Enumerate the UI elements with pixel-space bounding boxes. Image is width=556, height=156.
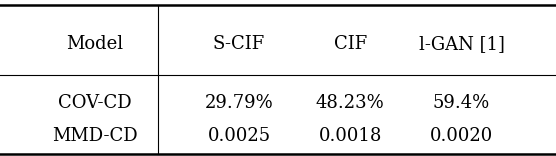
Text: CIF: CIF [334,35,367,53]
Text: Model: Model [66,35,123,53]
Text: 48.23%: 48.23% [316,94,385,112]
Text: S-CIF: S-CIF [213,35,265,53]
Text: 0.0025: 0.0025 [207,127,271,145]
Text: 0.0018: 0.0018 [319,127,382,145]
Text: 29.79%: 29.79% [205,94,274,112]
Text: 59.4%: 59.4% [433,94,490,112]
Text: l-GAN [1]: l-GAN [1] [419,35,504,53]
Text: COV-CD: COV-CD [58,94,131,112]
Text: 0.0020: 0.0020 [430,127,493,145]
Text: MMD-CD: MMD-CD [52,127,137,145]
